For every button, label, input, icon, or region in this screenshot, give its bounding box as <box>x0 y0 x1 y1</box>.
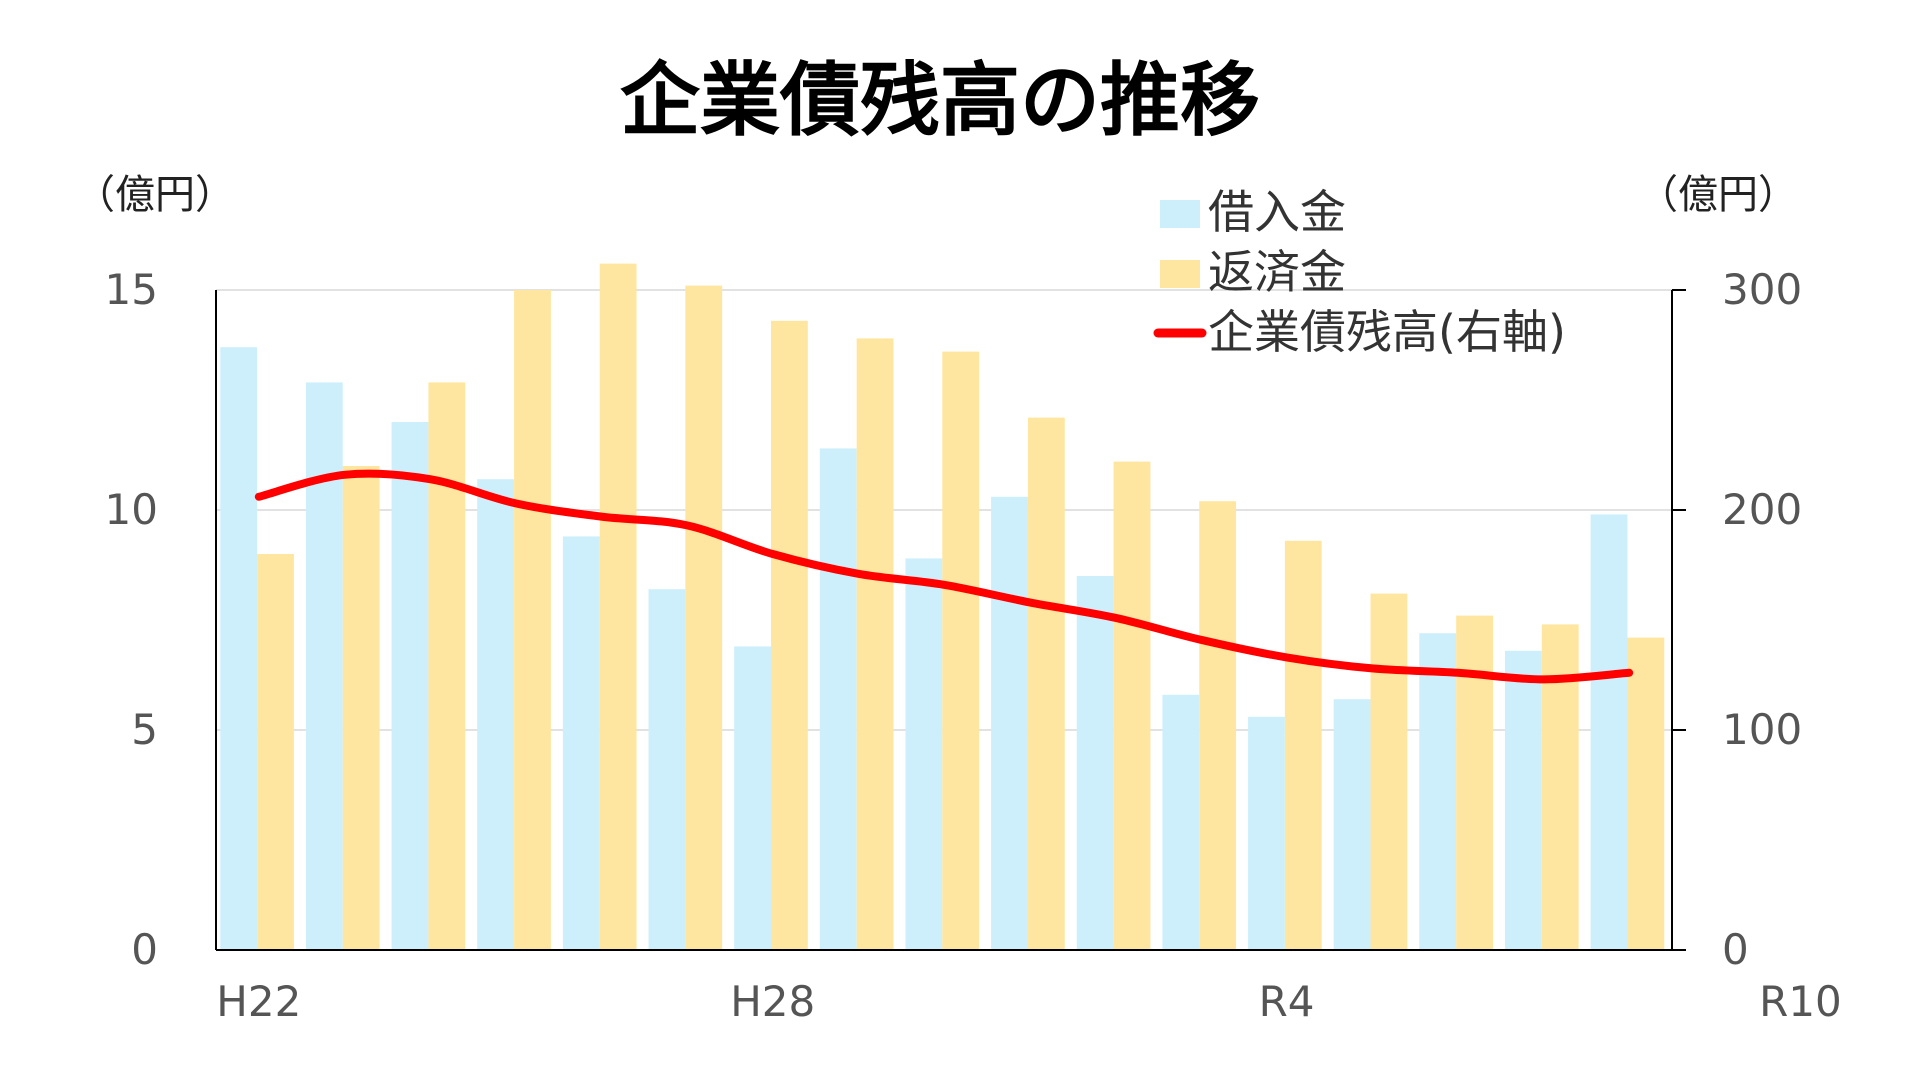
bar-borrowing-10 <box>1076 576 1114 950</box>
legend-swatch-repayment <box>1160 260 1200 288</box>
bar-repayment-9 <box>1027 417 1065 951</box>
legend: 借入金 返済金 企業債残高(右軸) <box>1153 185 1566 359</box>
bar-borrowing-6 <box>734 646 771 950</box>
bar-repayment-14 <box>1456 615 1493 950</box>
bar-repayment-8 <box>942 351 980 951</box>
left-tick-15: 15 <box>105 265 158 314</box>
bar-repayment-15 <box>1541 624 1579 950</box>
legend-label-repayment: 返済金 <box>1208 245 1346 299</box>
bar-borrowing-11 <box>1162 694 1200 950</box>
right-tick-0: 0 <box>1722 925 1749 974</box>
line-balance <box>254 469 1634 684</box>
chart-title: 企業債残高の推移 <box>620 54 1260 147</box>
bar-borrowing-13 <box>1333 699 1371 950</box>
axes <box>215 290 1673 951</box>
bar-repayment-13 <box>1370 593 1408 950</box>
bar-repayment-7 <box>856 338 894 950</box>
bar-borrowing-14 <box>1419 633 1457 950</box>
x-tick-R10: R10 <box>1759 977 1842 1026</box>
x-tick-H22: H22 <box>216 977 301 1026</box>
bar-borrowing-15 <box>1504 650 1542 950</box>
right-tick-200: 200 <box>1722 485 1802 534</box>
bar-borrowing-16 <box>1590 514 1628 950</box>
left-tick-0: 0 <box>131 925 158 974</box>
left-tick-10: 10 <box>105 485 158 534</box>
bar-borrowing-5 <box>648 589 686 950</box>
legend-label-balance: 企業債残高(右軸) <box>1208 305 1566 359</box>
bar-repayment-4 <box>599 263 637 951</box>
bar-borrowing-12 <box>1248 716 1285 950</box>
bar-borrowing-4 <box>562 536 600 950</box>
legend-label-borrowing: 借入金 <box>1208 185 1346 239</box>
x-tick-R4: R4 <box>1259 977 1315 1026</box>
left-axis-unit: （億円） <box>75 172 235 218</box>
right-tick-300: 300 <box>1722 265 1802 314</box>
bar-repayment-2 <box>428 382 466 950</box>
bar-repayment-10 <box>1113 461 1151 950</box>
bar-repayment-1 <box>342 466 380 950</box>
bar-borrowing-8 <box>905 558 943 950</box>
left-tick-5: 5 <box>131 705 158 754</box>
bar-borrowing-3 <box>477 479 515 950</box>
tick-labels: 0510150100200300H22H28R4R10R16R22 <box>105 265 1842 1026</box>
bar-borrowing-1 <box>305 382 343 950</box>
bar-borrowing-9 <box>991 496 1028 950</box>
right-tick-100: 100 <box>1722 705 1802 754</box>
legend-swatch-borrowing <box>1160 200 1200 228</box>
bar-repayment-12 <box>1284 540 1322 950</box>
bar-borrowing-2 <box>391 422 429 950</box>
bar-repayment-3 <box>514 290 551 950</box>
bar-repayment-5 <box>685 285 723 951</box>
bar-borrowing-7 <box>819 448 857 950</box>
bars <box>220 263 1665 951</box>
bar-repayment-11 <box>1199 501 1237 950</box>
bar-repayment-16 <box>1627 637 1665 950</box>
bar-repayment-6 <box>770 320 808 950</box>
right-axis-unit: （億円） <box>1638 172 1798 218</box>
bar-repayment-0 <box>257 554 294 950</box>
x-tick-H28: H28 <box>730 977 815 1026</box>
bar-borrowing-0 <box>220 347 258 950</box>
line-series <box>254 469 1634 684</box>
